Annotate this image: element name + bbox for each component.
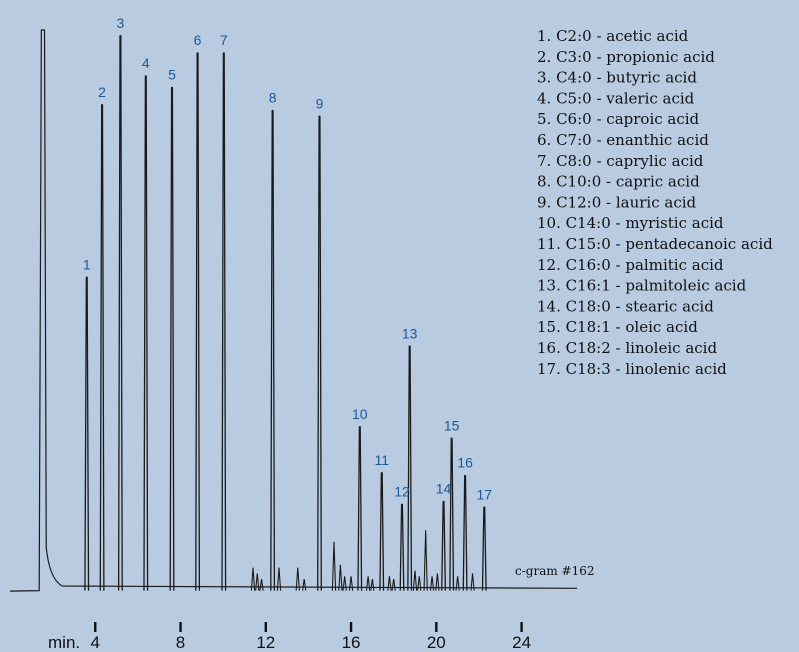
peak-12: [399, 503, 405, 591]
peak-label-12: 12: [394, 483, 410, 499]
x-tick-label-16: 16: [342, 633, 361, 652]
peak-label-11: 11: [374, 452, 389, 468]
legend-item-1: 1. C2:0 - acetic acid: [537, 27, 689, 45]
trace-layer: [9, 29, 578, 592]
peak-13: [407, 345, 413, 591]
peak-label-10: 10: [352, 406, 368, 422]
minor-peak-3: [259, 579, 264, 591]
peak-5: [169, 86, 175, 591]
x-tick-label-8: 8: [176, 633, 185, 652]
legend-item-16: 16. C18:2 - linoleic acid: [537, 339, 717, 357]
peak-label-4: 4: [142, 55, 150, 71]
peak-3: [117, 35, 123, 591]
peak-6: [195, 52, 201, 591]
peak-15: [449, 437, 455, 591]
legend-item-6: 6. C7:0 - enanthic acid: [537, 131, 709, 149]
trace-baseline: [9, 29, 578, 592]
legend-item-9: 9. C12:0 - lauric acid: [537, 193, 697, 211]
peak-7: [221, 52, 227, 591]
minor-peak-1: [250, 567, 256, 591]
peak-label-7: 7: [220, 32, 228, 48]
minor-peak-13: [387, 576, 392, 591]
peak-label-8: 8: [269, 90, 277, 106]
peak-label-13: 13: [402, 325, 418, 341]
minor-peak-19: [435, 573, 440, 591]
peak-label-15: 15: [444, 417, 460, 433]
legend-item-10: 10. C14:0 - myristic acid: [537, 214, 724, 232]
peak-14: [441, 500, 447, 591]
x-tick-label-20: 20: [427, 633, 446, 652]
minor-peak-21: [470, 573, 475, 591]
peak-label-6: 6: [194, 32, 202, 48]
minor-peak-10: [348, 576, 354, 591]
peak-17: [481, 506, 487, 591]
minor-peak-20: [455, 576, 460, 591]
minor-peak-2: [255, 573, 260, 591]
x-tick-label-24: 24: [512, 633, 531, 652]
minor-peak-12: [370, 579, 375, 591]
chart-annotation: c-gram #162: [515, 564, 595, 578]
minor-peak-6: [302, 579, 307, 591]
minor-peak-4: [276, 567, 282, 591]
peak-label-9: 9: [316, 95, 324, 111]
peak-label-17: 17: [476, 486, 492, 502]
legend-item-7: 7. C8:0 - caprylic acid: [537, 152, 704, 170]
peak-9: [317, 115, 322, 591]
legend-item-12: 12. C16:0 - palmitic acid: [537, 256, 724, 274]
legend-item-8: 8. C10:0 - capric acid: [537, 173, 700, 191]
peak-1: [84, 276, 90, 591]
peak-label-16: 16: [457, 455, 473, 471]
x-tick-label-4: 4: [91, 633, 100, 652]
peak-10: [357, 426, 363, 591]
peak-16: [462, 474, 468, 591]
peak-label-3: 3: [117, 15, 125, 31]
legend-item-4: 4. C5:0 - valeric acid: [537, 89, 695, 107]
minor-peak-9: [342, 576, 347, 591]
legend-item-13: 13. C16:1 - palmitoleic acid: [537, 277, 747, 295]
minor-peak-17: [423, 530, 428, 591]
minor-peak-16: [417, 576, 422, 591]
x-axis: min. 4 8 12 16 20 24: [48, 622, 531, 652]
minor-peak-15: [412, 570, 418, 591]
peak-2: [99, 104, 105, 591]
peak-4: [143, 75, 149, 591]
peak-11: [379, 472, 385, 591]
x-tick-label-12: 12: [256, 633, 275, 652]
peak-label-14: 14: [436, 481, 452, 497]
minor-peak-8: [338, 564, 343, 591]
legend-item-2: 2. C3:0 - propionic acid: [537, 48, 715, 66]
minor-peak-5: [295, 567, 300, 591]
legend-item-5: 5. C6:0 - caproic acid: [537, 110, 700, 128]
legend-item-15: 15. C18:1 - oleic acid: [537, 318, 698, 336]
peak-8: [270, 109, 276, 591]
peak-label-2: 2: [98, 84, 106, 100]
x-axis-title: min.: [48, 633, 80, 652]
minor-peak-18: [429, 576, 435, 591]
peak-label-1: 1: [83, 256, 91, 272]
minor-peak-14: [391, 579, 396, 591]
legend-item-17: 17. C18:3 - linolenic acid: [537, 360, 727, 378]
minor-peak-11: [365, 576, 371, 591]
legend-item-3: 3. C4:0 - butyric acid: [537, 69, 697, 87]
minor-peak-7: [331, 541, 337, 591]
legend-item-14: 14. C18:0 - stearic acid: [537, 297, 714, 315]
peak-label-5: 5: [168, 67, 176, 83]
legend-item-11: 11. C15:0 - pentadecanoic acid: [537, 235, 773, 253]
legend: 1. C2:0 - acetic acid 2. C3:0 - propionic…: [537, 27, 773, 378]
